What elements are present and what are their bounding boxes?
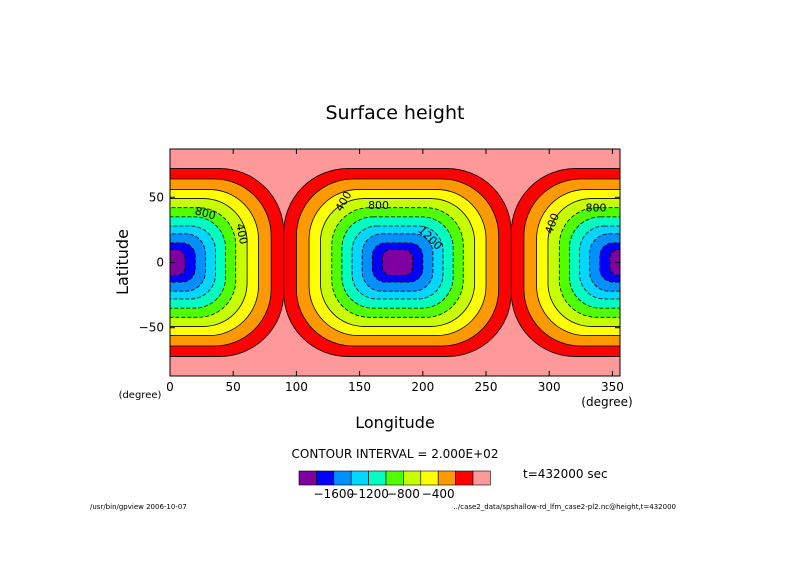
colorbar-tick-label: −1200 [348,487,389,501]
y-tick-label: −50 [139,321,164,335]
colorbar-swatch [472,470,491,486]
contour-label: 400 [233,222,250,245]
x-tick-label: 300 [538,380,561,394]
x-axis: 0 50 100 150 200 250 300 350 [166,149,624,394]
y-tick-label: 0 [156,256,164,270]
contour-label: 800 [193,204,217,222]
colorbar-tick-labels: −1600−1200−800 −400 [314,487,455,501]
colorbar-swatch [437,470,456,486]
colorbar-tick-label: −800 [387,487,420,501]
x-tick-label: 0 [166,380,174,394]
colorbar-swatch [368,470,387,486]
y-tick-label: 50 [149,190,164,204]
colorbar-swatch [455,470,474,486]
contour-label: 800 [368,199,389,212]
colorbar-tick-label: −1600 [314,487,355,501]
footer-left: /usr/bin/gpview 2006-10-07 [90,503,187,511]
colorbar-swatch [350,470,369,486]
contour-label: 800 [585,202,606,215]
colorbar-swatch [316,470,335,486]
x-axis-unit: (degree) [581,395,632,409]
contour-band [381,249,414,276]
x-tick-label: 100 [285,380,308,394]
contour-fill-group [170,168,620,357]
colorbar-swatch [420,470,439,486]
contour-band [609,249,620,276]
contour-interval-text: CONTOUR INTERVAL = 2.000E+02 [292,447,499,461]
x-tick-label: 250 [475,380,498,394]
y-axis-label: Latitude [113,229,132,295]
footer-right: ../case2_data/spshallow-rd_lfm_case2-pl2… [453,503,676,511]
x-tick-label: 200 [411,380,434,394]
colorbar [298,470,491,486]
y-axis-unit: (degree) [119,390,162,401]
chart-title: Surface height [326,102,465,124]
x-axis-label: Longitude [355,413,435,432]
contour-band [599,242,620,283]
colorbar-swatch [403,470,422,486]
x-tick-label: 350 [601,380,624,394]
colorbar-tick-label: −400 [422,487,455,501]
x-tick-label: 150 [348,380,371,394]
colorbar-swatch [333,470,352,486]
colorbar-swatch [385,470,404,486]
colorbar-swatch [298,470,317,486]
x-tick-label: 50 [226,380,241,394]
y-axis: −50 0 50 [139,190,620,335]
time-text: t=432000 sec [523,467,608,481]
